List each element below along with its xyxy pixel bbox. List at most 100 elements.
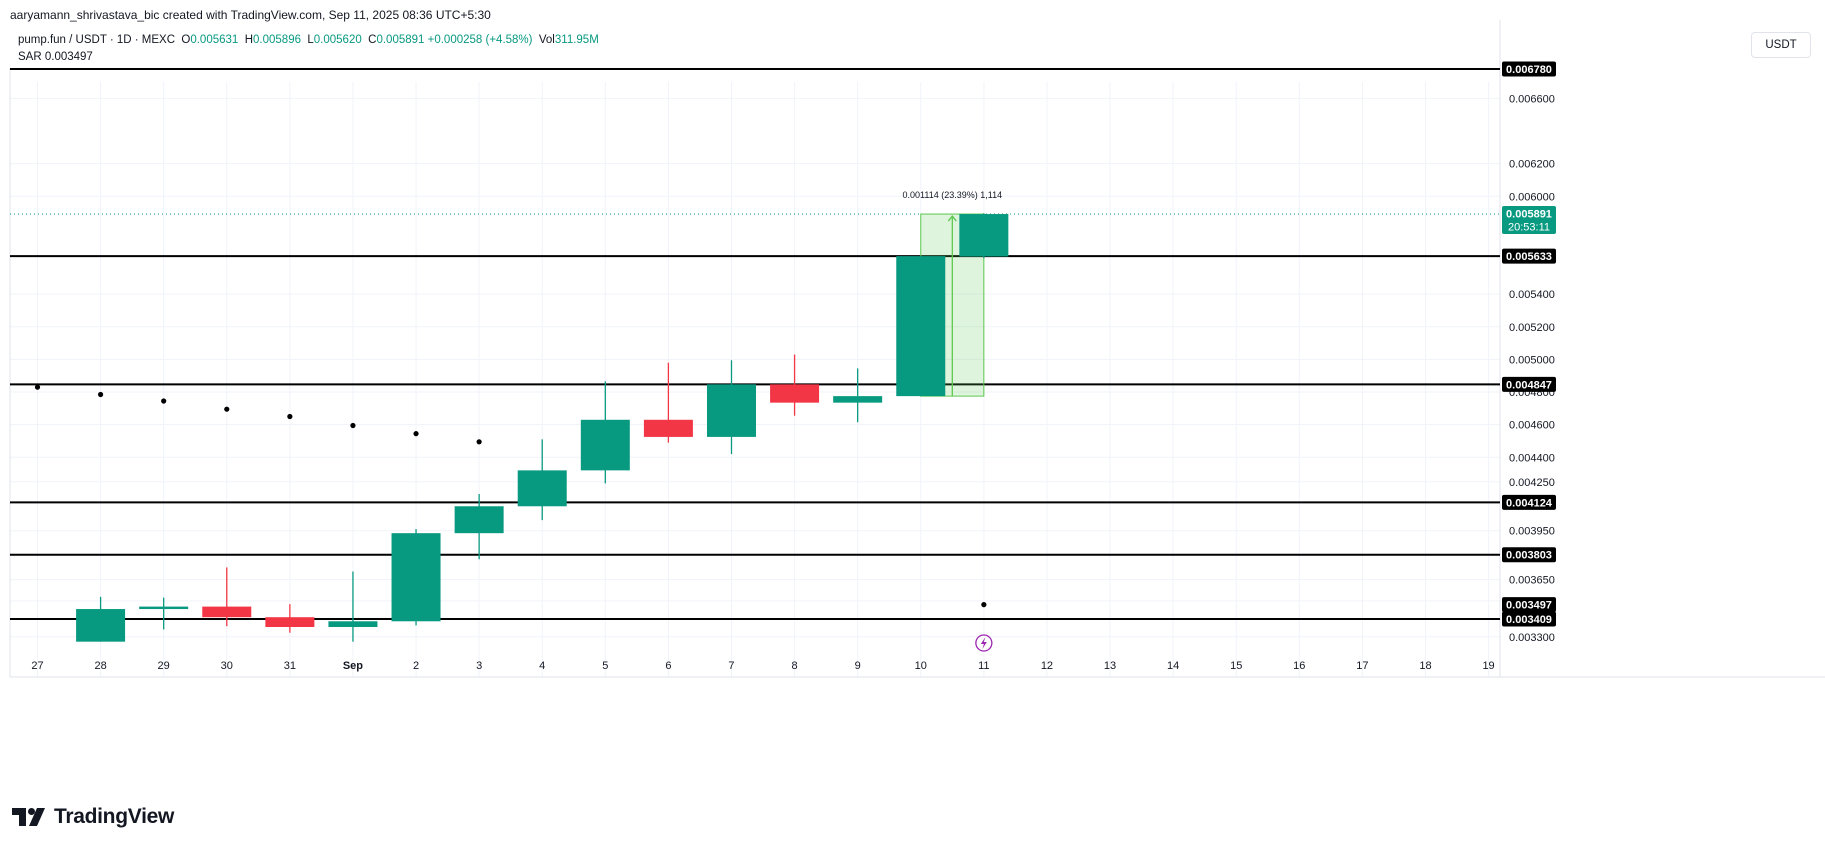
- high-label: H: [244, 34, 254, 46]
- level-price-tag-bg: [1502, 611, 1556, 627]
- time-axis: 27 28 29 30 31 Sep 2 3 4 5 6 7 8 9 10 11 12 13 14 15 16 17 18 1…: [31, 660, 1494, 672]
- sar-price-tag: 0.003497: [1506, 600, 1552, 612]
- sar-dot: [350, 422, 356, 429]
- price-chart[interactable]: 0.001114 (23.39%) 1,114 0.006600 0.006200…: [0, 0, 1825, 795]
- time-tick-label: 16: [1293, 660, 1305, 672]
- level-price-tag: 0.005633: [1506, 251, 1552, 263]
- symbol-title[interactable]: pump.fun / USDT · 1D · MEXC: [18, 34, 175, 46]
- tradingview-logo-icon: [12, 808, 45, 826]
- price-tick-label: 0.006200: [1509, 159, 1555, 171]
- tradingview-logo[interactable]: TradingView: [12, 805, 174, 829]
- candle-body: [706, 384, 756, 437]
- time-tick-label: 31: [284, 660, 296, 672]
- candle-body: [76, 609, 126, 642]
- sar-value: 0.003497: [44, 51, 93, 63]
- candle-body: [896, 256, 946, 397]
- price-tick-label: 0.004400: [1509, 452, 1555, 464]
- time-tick-label: 8: [792, 660, 798, 672]
- last-price-tag: 0.005891: [1506, 209, 1552, 221]
- level-price-tag-bg: [1502, 494, 1556, 510]
- sar-dot: [981, 602, 987, 608]
- countdown-label: 20:53:11: [1508, 222, 1550, 234]
- sar-dot: [287, 413, 293, 420]
- measure-label: 0.001114 (23.39%) 1,114: [903, 190, 1003, 200]
- price-tick-label: 0.006000: [1509, 191, 1555, 203]
- currency-button[interactable]: USDT: [1751, 32, 1811, 58]
- brand-name: TradingView: [54, 805, 175, 828]
- time-tick-label: 6: [665, 660, 671, 672]
- candle-body: [139, 606, 189, 610]
- price-tick-label: 0.005200: [1509, 322, 1555, 334]
- level-price-tag-bg: [1502, 248, 1556, 264]
- price-tick-label: 0.005000: [1509, 354, 1555, 366]
- candle-body: [959, 214, 1009, 257]
- sar-dot: [161, 398, 167, 404]
- candles: [76, 213, 1009, 642]
- time-tick-label: 10: [915, 660, 927, 672]
- price-tick-label: 0.003950: [1509, 526, 1555, 538]
- level-price-tag: 0.004124: [1506, 497, 1553, 509]
- time-tick-label: 14: [1167, 660, 1179, 672]
- volume-value: 311.95M: [554, 34, 599, 46]
- candle-body: [770, 384, 820, 403]
- candle-body: [391, 533, 441, 622]
- time-tick-label: 30: [221, 660, 233, 672]
- open-label: O: [181, 34, 191, 46]
- price-tick-label: 0.004250: [1509, 477, 1555, 489]
- price-tick-label: 0.003300: [1509, 632, 1555, 644]
- sar-dot: [34, 384, 41, 390]
- time-tick-label: 19: [1482, 660, 1494, 672]
- sar-dot: [413, 431, 419, 437]
- time-tick-label: 7: [728, 660, 734, 672]
- candle-body: [454, 506, 504, 534]
- sar-dots: [34, 384, 993, 652]
- time-tick-label: Sep: [343, 660, 363, 672]
- price-axis: 0.006600 0.006200 0.006000 0.005400 0.005200…: [1502, 61, 1556, 644]
- candle-body: [202, 606, 252, 618]
- time-tick-label: 27: [31, 660, 43, 672]
- candle-body: [643, 419, 693, 437]
- candle-body: [265, 617, 315, 627]
- time-tick-label: 17: [1356, 660, 1368, 672]
- time-tick-label: 5: [602, 660, 608, 672]
- sar-label: SAR: [18, 51, 42, 63]
- candle-body: [580, 419, 630, 471]
- level-price-tag: 0.004847: [1506, 379, 1552, 391]
- change-value: +0.000258 (+4.58%): [427, 34, 533, 46]
- volume-label: Vol: [538, 34, 555, 46]
- time-tick-label: 13: [1104, 660, 1116, 672]
- price-tick-label: 0.006600: [1509, 93, 1555, 105]
- sar-price-tag-bg: [1502, 597, 1556, 613]
- level-price-tag: 0.003803: [1506, 550, 1552, 562]
- ohlc-legend: pump.fun / USDT · 1D · MEXC O0.005631 H0…: [18, 34, 599, 46]
- time-tick-label: 28: [94, 660, 106, 672]
- author-line: aaryamann_shrivastava_bic created with T…: [10, 8, 491, 22]
- lightning-icon: [980, 637, 987, 649]
- level-price-tag-bg: [1502, 376, 1556, 392]
- level-price-tag: 0.003409: [1506, 614, 1552, 626]
- price-tick-label: 0.004600: [1509, 420, 1555, 432]
- low-label: L: [307, 34, 314, 46]
- low-value: 0.005620: [313, 34, 362, 46]
- last-price-tag-bg: [1502, 206, 1556, 235]
- horizontal-levels: [10, 68, 1500, 620]
- candle-body: [328, 621, 378, 627]
- level-price-tag-bg: [1502, 61, 1556, 77]
- time-tick-label: 18: [1419, 660, 1431, 672]
- sar-dot: [97, 391, 104, 398]
- price-tick-label: 0.003650: [1509, 575, 1555, 587]
- time-tick-label: 11: [978, 660, 989, 672]
- measure-arrowhead: [947, 215, 957, 222]
- candle-body: [517, 470, 567, 507]
- time-tick-label: 2: [413, 660, 419, 672]
- level-price-tag: 0.006780: [1506, 64, 1552, 76]
- time-tick-label: 29: [158, 660, 170, 672]
- sar-legend[interactable]: SAR 0.003497: [18, 51, 93, 63]
- time-tick-label: 15: [1230, 660, 1242, 672]
- sar-dot: [476, 439, 482, 445]
- time-tick-label: 12: [1041, 660, 1053, 672]
- sar-dot: [224, 406, 230, 412]
- candle-body: [833, 396, 883, 403]
- level-price-tag-bg: [1502, 547, 1556, 563]
- price-tick-label: 0.005400: [1509, 289, 1555, 301]
